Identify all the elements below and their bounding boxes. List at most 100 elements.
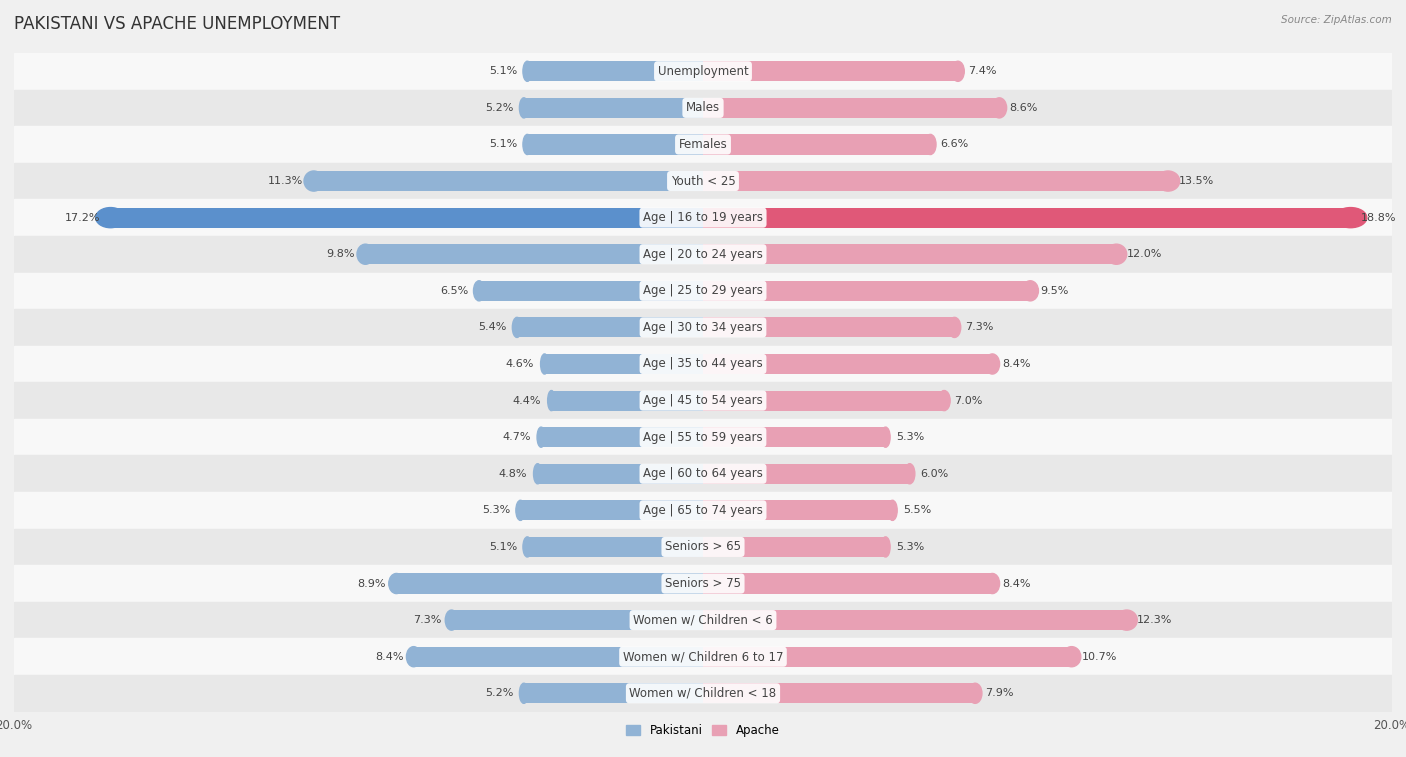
Legend: Pakistani, Apache: Pakistani, Apache bbox=[621, 719, 785, 742]
Text: Age | 16 to 19 years: Age | 16 to 19 years bbox=[643, 211, 763, 224]
Ellipse shape bbox=[882, 537, 890, 557]
Ellipse shape bbox=[533, 464, 541, 484]
Ellipse shape bbox=[519, 684, 529, 703]
Bar bbox=[703, 646, 1071, 667]
Text: Seniors > 75: Seniors > 75 bbox=[665, 577, 741, 590]
Text: 5.1%: 5.1% bbox=[489, 139, 517, 149]
Text: 4.6%: 4.6% bbox=[506, 359, 534, 369]
Ellipse shape bbox=[523, 61, 531, 81]
Bar bbox=[537, 464, 703, 484]
Text: 5.3%: 5.3% bbox=[896, 432, 924, 442]
Bar bbox=[14, 346, 1392, 382]
Bar bbox=[14, 53, 1392, 89]
Text: 12.0%: 12.0% bbox=[1126, 249, 1163, 259]
Bar bbox=[703, 610, 1126, 630]
Text: 5.3%: 5.3% bbox=[896, 542, 924, 552]
Text: Age | 35 to 44 years: Age | 35 to 44 years bbox=[643, 357, 763, 370]
Text: Age | 20 to 24 years: Age | 20 to 24 years bbox=[643, 248, 763, 260]
Ellipse shape bbox=[969, 684, 981, 703]
Text: 4.7%: 4.7% bbox=[502, 432, 531, 442]
Bar bbox=[527, 61, 703, 81]
Ellipse shape bbox=[986, 574, 1000, 593]
Bar bbox=[703, 207, 1351, 228]
Bar bbox=[524, 684, 703, 703]
Text: 5.2%: 5.2% bbox=[485, 688, 513, 698]
Ellipse shape bbox=[406, 646, 420, 667]
Bar bbox=[451, 610, 703, 630]
Bar bbox=[314, 171, 703, 191]
Text: 18.8%: 18.8% bbox=[1361, 213, 1396, 223]
Bar bbox=[413, 646, 703, 667]
Bar bbox=[703, 464, 910, 484]
Text: 5.3%: 5.3% bbox=[482, 506, 510, 516]
Bar bbox=[14, 382, 1392, 419]
Ellipse shape bbox=[948, 317, 960, 338]
Text: Age | 55 to 59 years: Age | 55 to 59 years bbox=[643, 431, 763, 444]
Ellipse shape bbox=[1107, 245, 1126, 264]
Bar bbox=[703, 98, 1000, 118]
Text: 11.3%: 11.3% bbox=[269, 176, 304, 186]
Text: 7.9%: 7.9% bbox=[986, 688, 1014, 698]
Text: 12.3%: 12.3% bbox=[1137, 615, 1173, 625]
Bar bbox=[703, 245, 1116, 264]
Ellipse shape bbox=[904, 464, 915, 484]
Bar bbox=[111, 207, 703, 228]
Text: 7.3%: 7.3% bbox=[413, 615, 441, 625]
Ellipse shape bbox=[540, 354, 548, 374]
Text: 5.2%: 5.2% bbox=[485, 103, 513, 113]
Text: Age | 45 to 54 years: Age | 45 to 54 years bbox=[643, 394, 763, 407]
Text: 5.1%: 5.1% bbox=[489, 542, 517, 552]
Bar bbox=[703, 281, 1031, 301]
Bar bbox=[703, 427, 886, 447]
Ellipse shape bbox=[1334, 207, 1367, 228]
Text: 7.3%: 7.3% bbox=[965, 322, 993, 332]
Text: Women w/ Children 6 to 17: Women w/ Children 6 to 17 bbox=[623, 650, 783, 663]
Text: Seniors > 65: Seniors > 65 bbox=[665, 540, 741, 553]
Bar bbox=[703, 171, 1168, 191]
Text: 8.9%: 8.9% bbox=[357, 578, 387, 588]
Bar bbox=[527, 537, 703, 557]
Bar bbox=[520, 500, 703, 520]
Bar bbox=[703, 500, 893, 520]
Bar bbox=[703, 135, 931, 154]
Ellipse shape bbox=[887, 500, 897, 520]
Ellipse shape bbox=[537, 427, 546, 447]
Bar bbox=[366, 245, 703, 264]
Text: 8.4%: 8.4% bbox=[375, 652, 404, 662]
Ellipse shape bbox=[474, 281, 485, 301]
Bar bbox=[14, 456, 1392, 492]
Ellipse shape bbox=[548, 391, 555, 410]
Text: 7.4%: 7.4% bbox=[969, 67, 997, 76]
Text: Youth < 25: Youth < 25 bbox=[671, 175, 735, 188]
Bar bbox=[14, 419, 1392, 456]
Text: 4.8%: 4.8% bbox=[499, 469, 527, 478]
Bar bbox=[14, 163, 1392, 199]
Text: Males: Males bbox=[686, 101, 720, 114]
Text: 5.4%: 5.4% bbox=[478, 322, 506, 332]
Ellipse shape bbox=[304, 171, 323, 191]
Bar bbox=[544, 354, 703, 374]
Ellipse shape bbox=[516, 500, 524, 520]
Bar bbox=[14, 273, 1392, 309]
Text: 5.1%: 5.1% bbox=[489, 67, 517, 76]
Ellipse shape bbox=[519, 98, 529, 118]
Bar bbox=[14, 602, 1392, 638]
Text: 10.7%: 10.7% bbox=[1083, 652, 1118, 662]
Bar bbox=[14, 565, 1392, 602]
Ellipse shape bbox=[1063, 646, 1081, 667]
Text: 6.6%: 6.6% bbox=[941, 139, 969, 149]
Text: Age | 25 to 29 years: Age | 25 to 29 years bbox=[643, 285, 763, 298]
Text: 6.0%: 6.0% bbox=[920, 469, 948, 478]
Bar bbox=[14, 528, 1392, 565]
Bar bbox=[14, 89, 1392, 126]
Bar bbox=[703, 61, 957, 81]
Bar bbox=[396, 574, 703, 593]
Ellipse shape bbox=[96, 207, 125, 228]
Text: 9.8%: 9.8% bbox=[326, 249, 356, 259]
Bar bbox=[551, 391, 703, 410]
Ellipse shape bbox=[882, 427, 890, 447]
Text: Women w/ Children < 6: Women w/ Children < 6 bbox=[633, 614, 773, 627]
Bar bbox=[14, 126, 1392, 163]
Text: 9.5%: 9.5% bbox=[1040, 286, 1069, 296]
Bar bbox=[14, 492, 1392, 528]
